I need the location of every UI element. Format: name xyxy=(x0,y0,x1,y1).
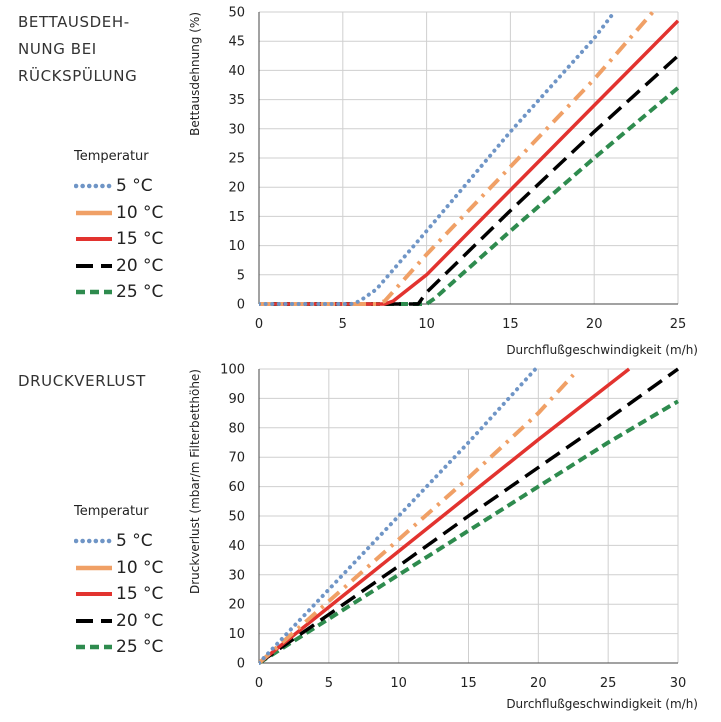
chart-2-y-tick-label: 90 xyxy=(228,392,245,407)
chart-1-x-tick-label: 20 xyxy=(586,317,603,332)
chart-1-series-line-1 xyxy=(259,10,617,306)
chart-1-legend-item: 20 °C xyxy=(74,253,163,280)
chart-2-x-tick-label: 30 xyxy=(670,676,687,691)
chart-2-y-tick-label: 40 xyxy=(228,539,245,554)
chart-1-title: BETTAUSDEH- NUNG BEI RÜCKSPÜLUNG xyxy=(18,13,138,85)
chart-2-legend-label: 15 °C xyxy=(116,584,164,605)
chart-2-y-tick-label: 0 xyxy=(237,657,245,672)
chart-1-y-tick-label: 40 xyxy=(228,64,245,79)
chart-1-legend-label: 25 °C xyxy=(116,282,164,303)
chart-2-series-group xyxy=(259,367,680,665)
chart-2-legend-swatch xyxy=(74,539,114,544)
chart-1-legend-item: 25 °C xyxy=(74,279,163,306)
chart-2-legend-item: 20 °C xyxy=(74,608,163,635)
chart-2-series-line-1 xyxy=(259,367,538,665)
chart-1-legend-swatch xyxy=(76,290,112,295)
chart-1-x-axis-label: Durchflußgeschwindigkeit (m/h) xyxy=(506,343,698,357)
chart-2-x-tick-label: 10 xyxy=(390,676,407,691)
chart-1-legend-swatch xyxy=(76,237,112,242)
chart-1-series-line-2 xyxy=(259,10,655,306)
chart-2-y-tick-label: 10 xyxy=(228,627,245,642)
chart-2-x-tick-label: 25 xyxy=(600,676,617,691)
chart-2-legend-label: 10 °C xyxy=(116,557,164,578)
chart-1-legend-swatch xyxy=(76,210,112,215)
chart-2-y-tick-label: 30 xyxy=(228,568,245,583)
chart-1-legend-item: 5 °C xyxy=(74,173,163,200)
chart-1-y-tick-label: 35 xyxy=(228,93,245,108)
chart-1-y-tick-label: 30 xyxy=(228,122,245,137)
bed-expansion-chart: 0 5 10 15 20 25 0 5 10 15 20 25 30 35 40 45 50 Durchflußg… xyxy=(188,6,698,358)
chart-1-series-group xyxy=(259,10,680,306)
chart-1-legend: Temperatur 5 °C 10 °C 15 °C 20 °C 25 °C xyxy=(74,147,163,306)
chart-1-legend-swatch xyxy=(74,184,114,189)
chart-1-legend-item: 10 °C xyxy=(74,200,163,227)
chart-1-x-tick-label: 15 xyxy=(502,317,519,332)
chart-1-y-tick-label: 5 xyxy=(237,268,245,283)
chart-1-x-tick-label: 10 xyxy=(418,317,435,332)
chart-1-y-tick-label: 20 xyxy=(228,181,245,196)
chart-2-y-tick-label: 50 xyxy=(228,510,245,525)
chart-2-legend-item: 5 °C xyxy=(74,528,163,555)
chart-2-y-tick-label: 100 xyxy=(220,363,245,378)
chart-1-y-tick-label: 25 xyxy=(228,152,245,167)
chart-1-legend-swatch xyxy=(76,263,112,268)
chart-1-x-tick-label: 25 xyxy=(670,317,687,332)
chart-1-y-tick-label: 0 xyxy=(237,298,245,313)
chart-1-legend-title: Temperatur xyxy=(74,149,149,164)
chart-2-legend-item: 10 °C xyxy=(74,555,163,582)
chart-1-legend-label: 10 °C xyxy=(116,202,164,223)
chart-2-y-axis-label: Druckverlust (mbar/m Filterbetthöhe) xyxy=(188,369,202,594)
chart-1-x-tick-label: 0 xyxy=(255,317,263,332)
chart-1-y-tick-label: 45 xyxy=(228,35,245,50)
chart-1-series-line-3 xyxy=(259,19,680,306)
chart-2-legend-swatch xyxy=(76,565,112,570)
chart-1-series-line-4 xyxy=(259,54,680,306)
chart-2-series-line-5 xyxy=(259,399,680,665)
chart-1-x-tick-label: 5 xyxy=(339,317,347,332)
chart-1-legend-label: 20 °C xyxy=(116,255,164,276)
chart-2-y-tick-label: 80 xyxy=(228,421,245,436)
chart-2-legend: Temperatur 5 °C 10 °C 15 °C 20 °C 25 °C xyxy=(74,502,163,661)
chart-2-legend-swatch xyxy=(76,592,112,597)
chart-2-series-line-3 xyxy=(259,367,631,665)
chart-2-legend-swatch xyxy=(76,645,112,650)
chart-1-legend-items: 5 °C 10 °C 15 °C 20 °C 25 °C xyxy=(74,173,163,306)
chart-2-legend-item: 15 °C xyxy=(74,581,163,608)
chart-1-y-tick-label: 10 xyxy=(228,239,245,254)
chart-2-legend-items: 5 °C 10 °C 15 °C 20 °C 25 °C xyxy=(74,528,163,661)
chart-2-x-tick-label: 5 xyxy=(325,676,333,691)
chart-2-legend-item: 25 °C xyxy=(74,634,163,661)
chart-1-legend-label: 5 °C xyxy=(116,176,153,197)
chart-2-legend-swatch xyxy=(76,618,112,623)
chart-1-legend-item: 15 °C xyxy=(74,226,163,253)
chart-2-legend-label: 25 °C xyxy=(116,637,164,658)
chart-2-x-tick-label: 15 xyxy=(460,676,477,691)
chart-1-y-tick-label: 15 xyxy=(228,210,245,225)
chart-2-legend-title: Temperatur xyxy=(74,504,149,519)
chart-2-y-tick-label: 70 xyxy=(228,451,245,466)
chart-1-legend-label: 15 °C xyxy=(116,229,164,250)
chart-1-series-line-5 xyxy=(259,86,680,306)
chart-1-y-tick-label: 50 xyxy=(228,6,245,21)
chart-2-series-line-2 xyxy=(259,373,575,665)
chart-2-y-tick-label: 60 xyxy=(228,480,245,495)
chart-2-y-tick-label: 20 xyxy=(228,598,245,613)
chart-2-x-tick-label: 0 xyxy=(255,676,263,691)
chart-2-legend-label: 5 °C xyxy=(116,531,153,552)
chart-2-x-tick-label: 20 xyxy=(530,676,547,691)
chart-2-series-line-4 xyxy=(259,367,680,665)
chart-2-legend-label: 20 °C xyxy=(116,610,164,631)
chart-2-x-axis-label: Durchflußgeschwindigkeit (m/h) xyxy=(506,697,698,711)
chart-2-title: DRUCKVERLUST xyxy=(18,372,146,390)
chart-1-y-axis-label: Bettausdehnung (%) xyxy=(188,12,202,136)
